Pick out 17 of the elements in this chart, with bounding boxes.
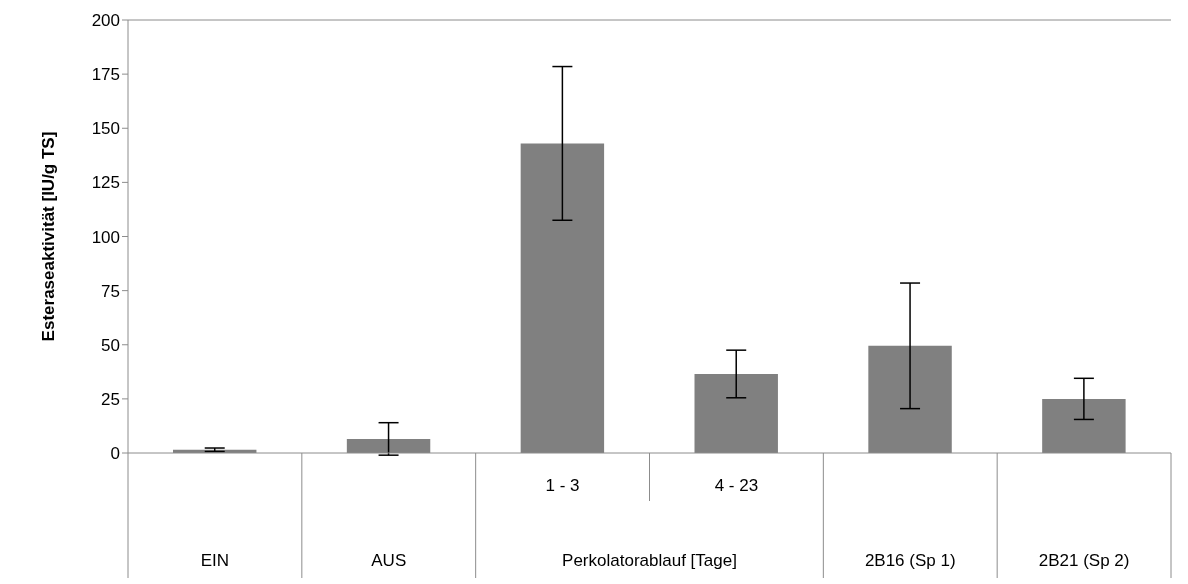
x-tick-label: AUS bbox=[371, 551, 407, 570]
x-tick-label: 4 - 23 bbox=[714, 476, 759, 495]
y-tick-label: 25 bbox=[101, 389, 120, 409]
y-tick-label: 175 bbox=[91, 65, 120, 85]
y-tick-label: 150 bbox=[91, 119, 120, 139]
y-tick-label: 50 bbox=[101, 335, 120, 355]
y-tick-label: 125 bbox=[91, 173, 120, 193]
x-tick-label: EIN bbox=[200, 551, 230, 570]
y-tick-label: 100 bbox=[91, 227, 120, 247]
x-tick-label: 2B16 (Sp 1) bbox=[864, 551, 956, 570]
x-tick-label: 1 - 3 bbox=[545, 476, 580, 495]
text: Perkolatorablauf [Tage] bbox=[562, 551, 737, 570]
y-tick-label: 200 bbox=[91, 11, 120, 31]
y-tick-label: 0 bbox=[110, 444, 120, 464]
x-tick-label: 2B21 (Sp 2) bbox=[1038, 551, 1130, 570]
y-axis-title: Esteraseaktivität [IU/g TS] bbox=[39, 131, 59, 342]
y-tick-label: 75 bbox=[101, 281, 120, 301]
